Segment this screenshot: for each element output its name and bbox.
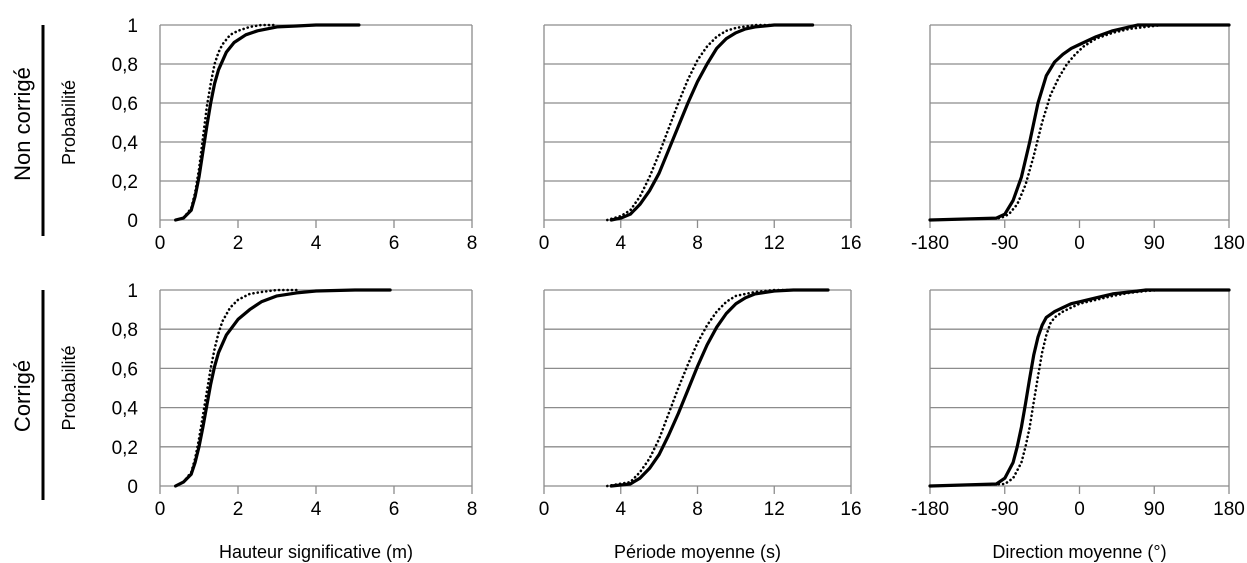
x-tick-label: 12	[764, 499, 785, 520]
y-tick-label: 0,2	[112, 438, 138, 459]
y-tick-label: 0	[127, 477, 138, 498]
y-axis-label: Probabilité	[59, 345, 79, 430]
x-axis-label: Direction moyenne (°)	[992, 542, 1166, 562]
x-axis-label: Hauteur significative (m)	[219, 542, 413, 562]
x-tick-label: 0	[539, 233, 550, 254]
y-tick-label: 0,8	[112, 55, 138, 76]
row-labels: Non corrigé Corrigé	[10, 25, 45, 500]
x-axis-label: Période moyenne (s)	[614, 542, 781, 562]
series-line-solid	[174, 288, 392, 488]
y-tick-label: 0,4	[112, 399, 139, 420]
series-line-dotted	[174, 288, 298, 488]
series-line-dotted	[605, 288, 795, 488]
x-tick-label: 90	[1144, 499, 1165, 520]
chart-panel-1: 0 0,2 0,4 0,6 0,8 1 0 2 4 6 8 Probabilité	[59, 16, 477, 254]
y-tick-label: 0,2	[112, 172, 138, 193]
x-tick-label: 0	[155, 499, 166, 520]
y-tick-label: 0,6	[112, 94, 138, 115]
x-tick-label: 2	[233, 499, 244, 520]
x-tick-label: 2	[233, 233, 244, 254]
x-tick-label: 180	[1213, 233, 1245, 254]
x-tick-label: 0	[539, 499, 550, 520]
x-tick-label: -180	[911, 499, 949, 520]
series-line-solid	[928, 23, 1231, 222]
x-tick-label: 0	[155, 233, 166, 254]
x-tick-label: 0	[1074, 499, 1085, 520]
x-tick-label: 12	[764, 233, 785, 254]
x-tick-label: 8	[467, 499, 478, 520]
chart-panel-3: -180 -90 0 90 180	[911, 23, 1245, 254]
x-tick-label: -90	[991, 233, 1018, 254]
x-tick-label: 4	[615, 499, 626, 520]
row-label-non-corrige: Non corrigé	[10, 67, 35, 181]
x-tick-label: 4	[311, 233, 322, 254]
y-axis-label: Probabilité	[59, 80, 79, 165]
x-tick-label: 6	[389, 233, 400, 254]
y-tick-label: 0	[127, 211, 138, 232]
y-tick-label: 0,4	[112, 133, 139, 154]
chart-panel-6: -180 -90 0 90 180 Direction moyenne (°)	[911, 288, 1245, 562]
chart-panel-2: 0 4 8 12 16	[539, 23, 862, 254]
x-tick-label: -180	[911, 233, 949, 254]
x-tick-label: 8	[467, 233, 478, 254]
chart-panel-5: 0 4 8 12 16 Période moyenne (s)	[539, 288, 862, 562]
y-tick-label: 0,8	[112, 320, 138, 341]
series-line-solid	[609, 23, 815, 222]
x-tick-label: 90	[1144, 233, 1165, 254]
series-line-dotted	[174, 23, 279, 222]
x-tick-label: 8	[692, 499, 703, 520]
x-tick-label: 0	[1074, 233, 1085, 254]
row-label-corrige: Corrigé	[10, 360, 35, 432]
series-line-dotted	[928, 23, 1231, 222]
x-tick-label: 4	[311, 499, 322, 520]
chart-panel-4: 0 0,2 0,4 0,6 0,8 1 0 2 4 6 8 Probabilité Hauteur si…	[59, 281, 477, 562]
x-tick-label: 180	[1213, 499, 1245, 520]
y-tick-label: 1	[127, 281, 138, 302]
x-tick-label: 16	[840, 233, 861, 254]
x-tick-label: 4	[615, 233, 626, 254]
x-tick-label: -90	[991, 499, 1018, 520]
series-line-dotted	[928, 288, 1231, 488]
y-tick-label: 0,6	[112, 359, 138, 380]
series-line-dotted	[605, 23, 776, 222]
series-line-solid	[609, 288, 830, 488]
x-tick-label: 6	[389, 499, 400, 520]
x-tick-label: 16	[840, 499, 861, 520]
x-tick-label: 8	[692, 233, 703, 254]
series-line-solid	[174, 23, 361, 222]
series-line-solid	[928, 288, 1231, 488]
y-tick-label: 1	[127, 16, 138, 37]
